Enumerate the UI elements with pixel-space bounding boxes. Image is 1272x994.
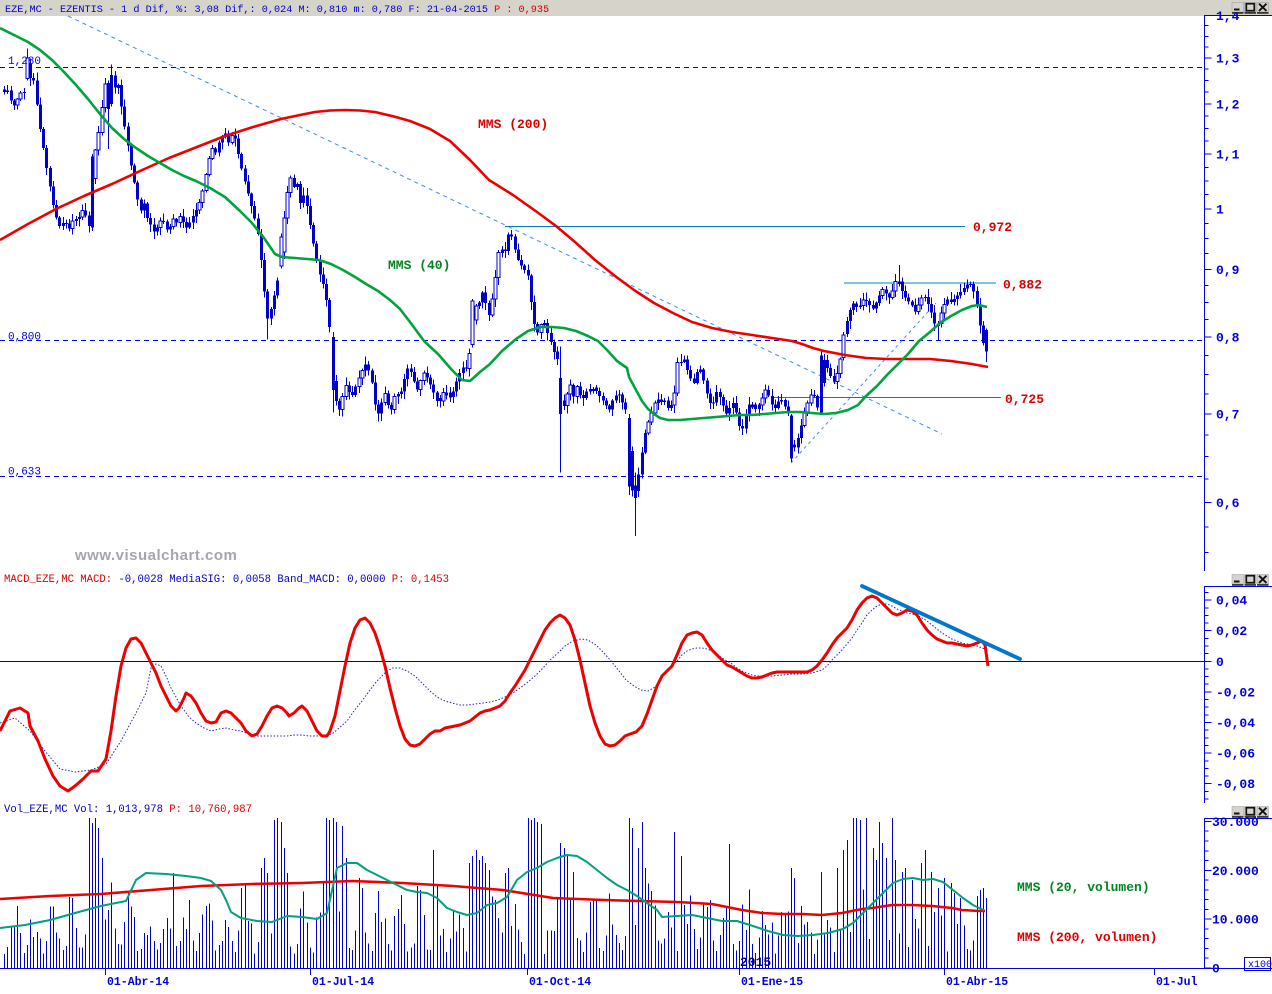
svg-text:1,280: 1,280 [8, 56, 41, 68]
svg-text:www.visualchart.com: www.visualchart.com [74, 547, 237, 564]
svg-text:01-Abr-15: 01-Abr-15 [946, 976, 1008, 989]
svg-text:x100: x100 [1248, 960, 1272, 971]
svg-text:20.000: 20.000 [1212, 864, 1259, 879]
svg-text:1,1: 1,1 [1216, 148, 1240, 163]
svg-text:MMS (200, volumen): MMS (200, volumen) [1017, 930, 1157, 945]
svg-text:01-Jul-14: 01-Jul-14 [312, 976, 374, 989]
svg-text:1: 1 [1216, 202, 1224, 217]
svg-text:-0,08: -0,08 [1216, 777, 1255, 792]
svg-text:MMS (20, volumen): MMS (20, volumen) [1017, 880, 1150, 895]
svg-text:0,725: 0,725 [1005, 392, 1044, 407]
svg-text:-0,02: -0,02 [1216, 685, 1255, 700]
svg-text:01-Abr-14: 01-Abr-14 [107, 976, 169, 989]
svg-text:Vol_EZE,MC Vol: 1,013,978 P: 1: Vol_EZE,MC Vol: 1,013,978 P: 10,760,987 [4, 804, 252, 816]
svg-text:0,972: 0,972 [973, 220, 1012, 235]
svg-text:0,6: 0,6 [1216, 496, 1240, 511]
svg-text:0,8: 0,8 [1216, 331, 1240, 346]
svg-text:0,633: 0,633 [8, 467, 41, 479]
svg-text:-0,04: -0,04 [1216, 716, 1255, 731]
svg-text:0,882: 0,882 [1003, 278, 1042, 293]
svg-text:1,2: 1,2 [1216, 98, 1240, 113]
svg-text:0,800: 0,800 [8, 332, 41, 344]
svg-text:0,04: 0,04 [1216, 594, 1247, 609]
svg-text:01-Ene-15: 01-Ene-15 [741, 976, 803, 989]
svg-text:0,02: 0,02 [1216, 624, 1247, 639]
svg-text:0: 0 [1216, 655, 1224, 670]
svg-text:10.000: 10.000 [1212, 913, 1259, 928]
svg-text:01-Oct-14: 01-Oct-14 [529, 976, 591, 989]
svg-text:0,7: 0,7 [1216, 407, 1239, 422]
svg-text:-0,06: -0,06 [1216, 747, 1255, 762]
svg-text:1,3: 1,3 [1216, 52, 1240, 67]
svg-text:EZE,MC - EZENTIS - 1 d Dif, %: EZE,MC - EZENTIS - 1 d Dif, %: 3,08 Dif,… [5, 4, 549, 16]
svg-text:MACD_EZE,MC MACD: -0,0028 Medi: MACD_EZE,MC MACD: -0,0028 MediaSIG: 0,00… [4, 574, 449, 586]
svg-text:30.000: 30.000 [1212, 815, 1259, 830]
svg-text:01-Jul: 01-Jul [1156, 976, 1198, 989]
svg-text:MMS (40): MMS (40) [388, 258, 450, 273]
svg-text:2015: 2015 [740, 955, 771, 970]
svg-text:0,9: 0,9 [1216, 263, 1240, 278]
svg-text:MMS (200): MMS (200) [478, 117, 548, 132]
